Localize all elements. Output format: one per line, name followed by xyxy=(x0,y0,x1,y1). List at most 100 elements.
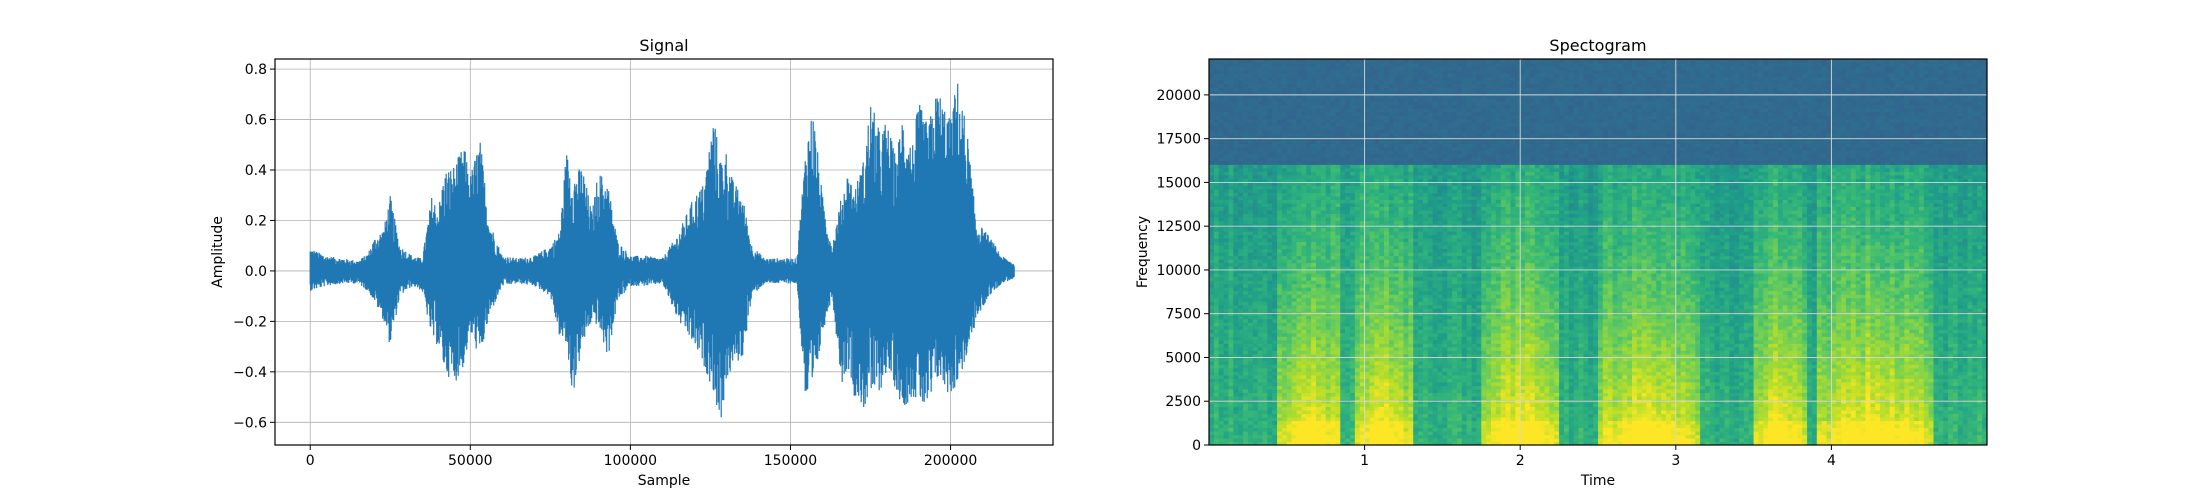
spectrogram-cell xyxy=(1335,392,1341,397)
spectrogram-cell xyxy=(1384,132,1390,137)
spectrogram-cell xyxy=(1422,87,1429,92)
spectrogram-cell xyxy=(1335,83,1341,88)
spectrogram-cell xyxy=(1413,346,1419,351)
spectrogram-cell xyxy=(1228,413,1234,418)
spectrogram-cell xyxy=(1311,266,1317,271)
spectrogram-cell xyxy=(1267,185,1273,190)
spectrogram-cell xyxy=(1408,132,1414,137)
spectrogram-cell xyxy=(1311,346,1317,351)
spectrogram-cell xyxy=(1252,76,1259,81)
spectrogram-cell xyxy=(1408,199,1414,204)
spectrogram-cell xyxy=(1301,220,1307,225)
spectrogram-cell xyxy=(1354,146,1361,151)
spectrogram-cell xyxy=(1403,395,1409,400)
spectrogram-cell xyxy=(1384,294,1390,299)
spectrogram-cell xyxy=(1384,80,1390,85)
spectrogram-cell xyxy=(1398,125,1405,130)
spectrogram-cell xyxy=(1311,101,1317,106)
spectrogram-cell xyxy=(1213,150,1220,155)
spectrogram-cell xyxy=(1223,150,1230,155)
spectrogram-cell xyxy=(1228,420,1234,425)
spectrogram-cell xyxy=(1413,62,1419,67)
spectrogram-cell xyxy=(1311,195,1317,200)
spectrogram-cell xyxy=(1408,269,1414,274)
spectrogram-cell xyxy=(1257,427,1264,432)
spectrogram-cell xyxy=(1413,273,1419,278)
spectrogram-cell xyxy=(1369,301,1375,306)
spectrogram-cell xyxy=(1257,181,1264,186)
spectrogram-cell xyxy=(1296,336,1302,341)
spectrogram-cell xyxy=(1330,350,1337,355)
spectrogram-cell xyxy=(1408,164,1414,169)
spectrogram-cell xyxy=(1340,385,1346,390)
spectrogram-cell xyxy=(1277,129,1283,134)
spectrogram-cell xyxy=(1281,174,1288,179)
spectrogram-cell xyxy=(1403,301,1409,306)
spectrogram-cell xyxy=(1247,276,1254,281)
spectrogram-cell xyxy=(1403,132,1409,137)
spectrogram-cell xyxy=(1320,350,1327,355)
spectrogram-cell xyxy=(1209,315,1215,320)
spectrogram-cell xyxy=(1379,371,1385,376)
spectrogram-cell xyxy=(1281,118,1288,123)
spectrogram-cell xyxy=(1340,388,1346,393)
spectrogram-cell xyxy=(1281,115,1288,120)
spectrogram-cell xyxy=(1257,423,1264,429)
spectrogram-cell xyxy=(1262,171,1268,176)
spectrogram-cell xyxy=(1233,308,1239,313)
spectrogram-cell xyxy=(1320,259,1327,264)
spectrogram-cell xyxy=(1262,150,1268,155)
spectrogram-cell xyxy=(1209,213,1215,218)
spectrogram-cell xyxy=(1398,118,1405,123)
spectrogram-cell xyxy=(1369,94,1375,99)
spectrogram-cell xyxy=(1286,164,1293,169)
spectrogram-cell xyxy=(1213,427,1220,432)
spectrogram-cell xyxy=(1374,185,1380,190)
spectrogram-cell xyxy=(1403,266,1409,271)
spectrogram-cell xyxy=(1233,378,1239,383)
spectrogram-cell xyxy=(1267,171,1273,176)
spectrogram-cell xyxy=(1350,59,1356,64)
spectrogram-cell xyxy=(1252,290,1259,295)
spectrogram-cell xyxy=(1418,248,1424,253)
spectrogram-cell xyxy=(1393,174,1400,179)
spectrogram-cell xyxy=(1291,111,1298,116)
spectrogram-cell xyxy=(1257,73,1264,78)
spectrogram-cell xyxy=(1315,420,1322,425)
spectrogram-cell xyxy=(1398,294,1405,299)
spectrogram-cell xyxy=(1209,441,1215,445)
spectrogram-cell xyxy=(1422,188,1429,193)
spectrogram-cell xyxy=(1350,181,1356,186)
spectrogram-cell xyxy=(1350,241,1356,246)
spectrogram-cell xyxy=(1209,244,1215,250)
spectrogram-cell xyxy=(1306,87,1312,92)
spectrogram-cell xyxy=(1233,146,1239,151)
spectrogram-cell xyxy=(1281,87,1288,92)
spectrogram-cell xyxy=(1369,206,1375,211)
spectrogram-cell xyxy=(1369,325,1375,330)
spectrogram-cell xyxy=(1335,164,1341,169)
spectrogram-cell xyxy=(1398,339,1405,344)
spectrogram-cell xyxy=(1320,423,1327,429)
spectrogram-cell xyxy=(1213,388,1220,393)
spectrogram-cell xyxy=(1369,178,1375,183)
spectrogram-cell xyxy=(1379,209,1385,214)
spectrogram-cell xyxy=(1422,329,1429,334)
spectrogram-cell xyxy=(1228,111,1234,116)
spectrogram-cell xyxy=(1374,132,1380,137)
spectrogram-cell xyxy=(1345,143,1351,148)
spectrogram-cell xyxy=(1296,360,1302,365)
spectrogram-cell xyxy=(1393,262,1400,267)
spectrogram-cell xyxy=(1296,73,1302,78)
spectrogram-cell xyxy=(1277,195,1283,200)
spectrogram-cell xyxy=(1325,287,1332,292)
spectrogram-cell xyxy=(1350,343,1356,348)
spectrogram-cell xyxy=(1247,199,1254,204)
spectrogram-cell xyxy=(1213,174,1220,179)
spectrogram-cell xyxy=(1252,115,1259,120)
spectrogram-cell xyxy=(1325,199,1332,204)
spectrogram-cell xyxy=(1403,252,1409,257)
spectrogram-cell xyxy=(1374,234,1380,239)
spectrogram-cell xyxy=(1345,111,1351,116)
spectrogram-cell xyxy=(1233,252,1239,257)
